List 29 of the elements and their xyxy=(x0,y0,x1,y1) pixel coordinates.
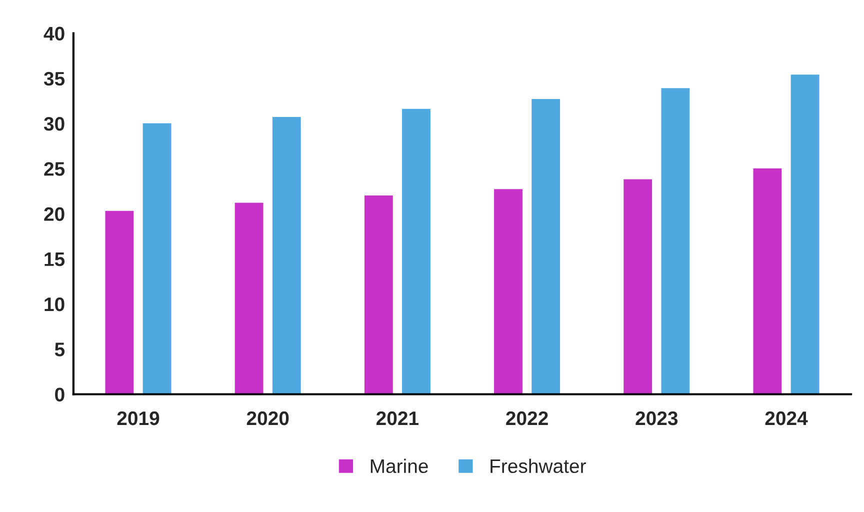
x-tick-label: 2023 xyxy=(636,411,678,426)
legend-label: Marine xyxy=(370,458,428,474)
y-tick-label: 35 xyxy=(44,72,65,86)
y-tick-label: 10 xyxy=(44,297,64,312)
bar xyxy=(141,122,173,394)
legend-label: Freshwater xyxy=(490,458,586,474)
y-tick-label: 20 xyxy=(44,207,64,221)
y-tick-label: 40 xyxy=(44,26,64,41)
bar xyxy=(530,98,562,394)
y-tick-label: 5 xyxy=(54,342,65,356)
bar xyxy=(400,107,432,394)
bar xyxy=(104,209,136,394)
y-tick-label: 0 xyxy=(55,388,64,402)
x-tick-label: 2024 xyxy=(765,411,808,426)
y-tick-label: 25 xyxy=(44,162,65,176)
x-tick-label: 2020 xyxy=(246,411,289,426)
y-tick-label: 15 xyxy=(44,252,65,266)
y-tick-label: 30 xyxy=(44,116,64,131)
bar xyxy=(660,86,692,394)
bar xyxy=(363,194,394,394)
bar xyxy=(789,73,821,394)
bar xyxy=(271,116,302,394)
x-tick-label: 2022 xyxy=(506,411,548,426)
bar xyxy=(233,201,265,394)
bar xyxy=(492,188,524,394)
x-tick-label: 2019 xyxy=(117,411,160,426)
bar xyxy=(622,178,654,394)
x-tick-label: 2021 xyxy=(376,411,419,426)
bar xyxy=(752,167,784,394)
